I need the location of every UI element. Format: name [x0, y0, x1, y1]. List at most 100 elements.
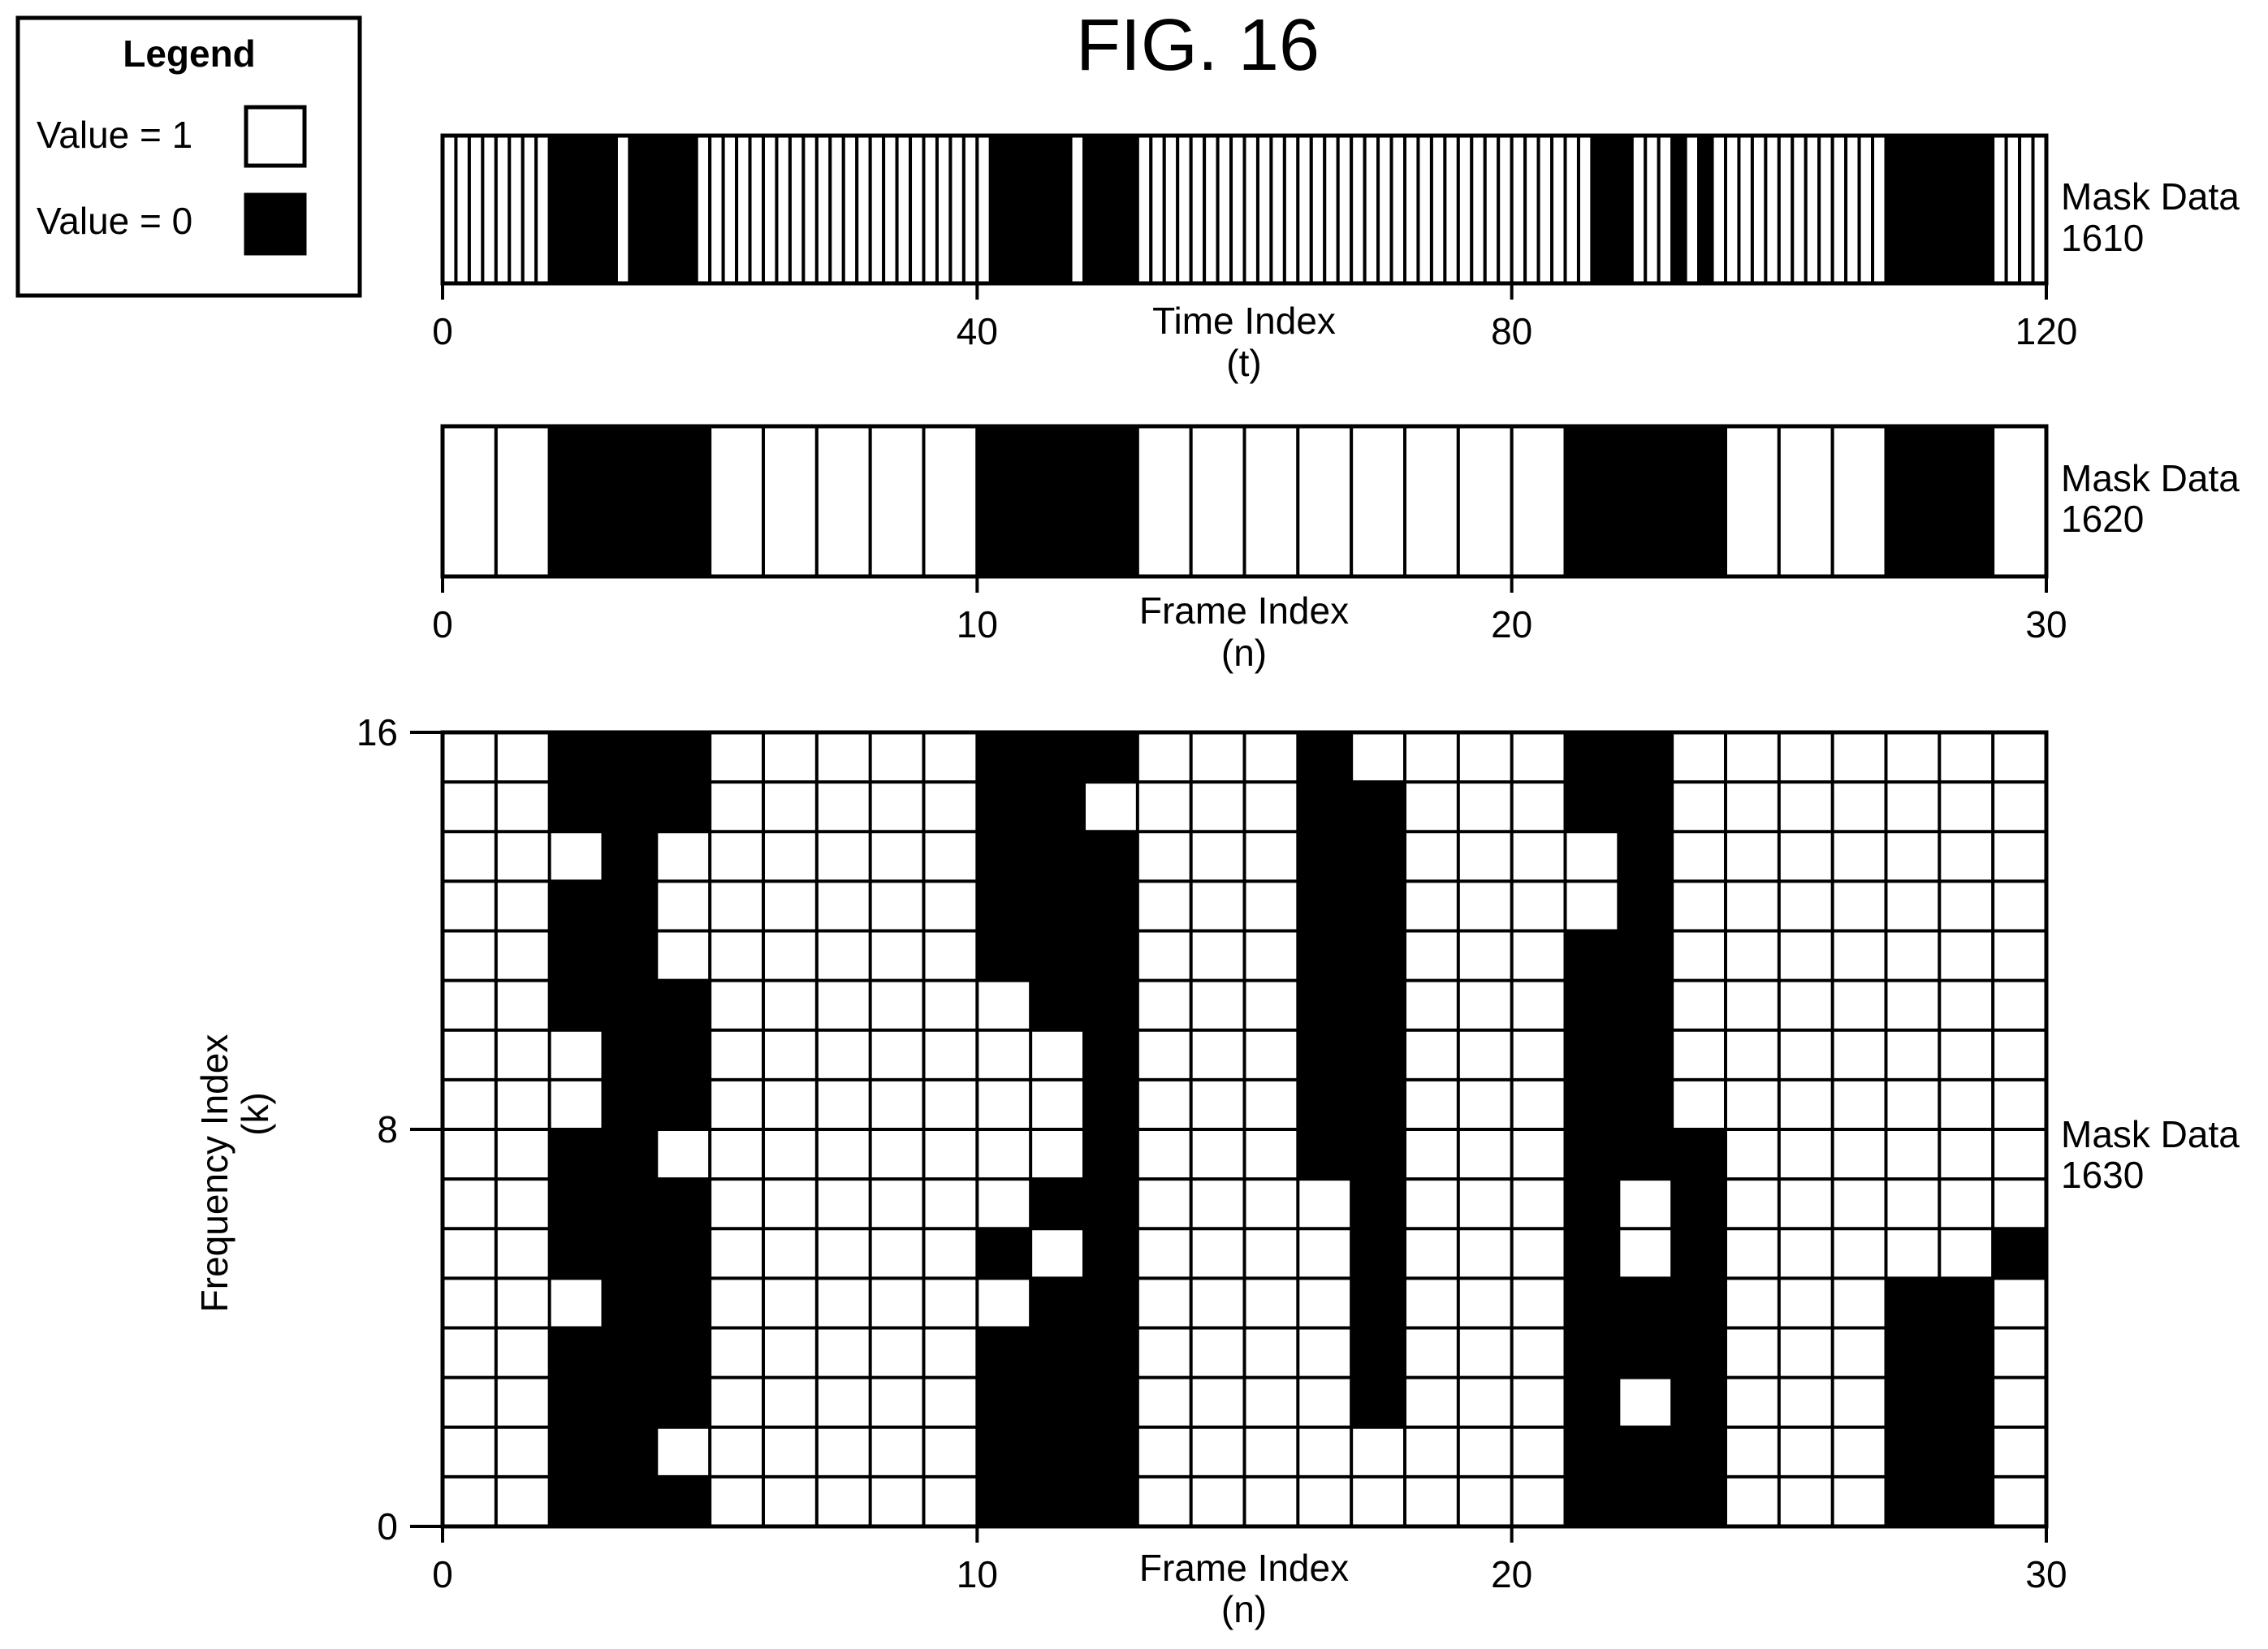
mask-1630-cell: [1512, 1477, 1566, 1526]
mask-1630-cell: [1298, 782, 1351, 831]
mask-1630-cell: [1030, 1378, 1084, 1427]
mask-1630-cell: [1084, 981, 1138, 1030]
mask-1630-cell: [1672, 1278, 1726, 1327]
mask-1610-cell: [1819, 136, 1832, 283]
mask-1630-cell: [1191, 881, 1245, 930]
figure-title: FIG. 16: [1076, 5, 1320, 86]
mask-1630-cell: [924, 1278, 978, 1327]
mask-1610-cell: [1939, 136, 1952, 283]
mask-1610-cell: [1311, 136, 1324, 283]
mask-1630-cell: [763, 1427, 817, 1477]
mask-1630-cell: [1833, 981, 1886, 1030]
mask-1610-cell: [1966, 136, 1979, 283]
mask-1630-cell: [656, 831, 710, 881]
mask-1630-cell: [1030, 1080, 1084, 1129]
mask-1610-cell: [910, 136, 923, 283]
mask-1610-cells: [443, 136, 2046, 283]
mask-1630-cell: [1618, 1427, 1672, 1477]
mask-1630-cell: [1993, 981, 2046, 1030]
mask-1630-cell: [1939, 1378, 1993, 1427]
mask-1630-cell: [763, 732, 817, 782]
mask-1630-cell: [1993, 1228, 2046, 1278]
mask-1630-label: Mask Data: [2061, 1113, 2240, 1155]
mask-1630-cell: [656, 1179, 710, 1228]
mask-1610-cell: [1432, 136, 1445, 283]
mask-1630-cell: [1672, 981, 1726, 1030]
mask-1630-cell: [1084, 1477, 1138, 1526]
mask-1630-cell: [656, 931, 710, 981]
mask-1620-cell: [1084, 426, 1138, 576]
mask-1620-cell: [443, 426, 496, 576]
mask-1630-cell: [656, 981, 710, 1030]
mask-1630-cell: [1458, 981, 1512, 1030]
mask-1630-cell: [1833, 1228, 1886, 1278]
mask-1610-label: Mask Data: [2061, 175, 2240, 218]
mask-1630-cell: [1726, 732, 1779, 782]
mask-1610-cell: [1405, 136, 1418, 283]
mask-1630-cell: [1030, 1477, 1084, 1526]
panel-mask-data-1630: 0102030 1680 Frame Index (n) Frequency I…: [193, 711, 2240, 1630]
mask-1610-cell: [616, 136, 629, 283]
mask-1630-cell: [1618, 1179, 1672, 1228]
mask-1630-cell: [443, 732, 496, 782]
mask-1630-cell: [1512, 1278, 1566, 1327]
mask-1630-cell: [1138, 1030, 1191, 1080]
mask-1630-cell: [1298, 1278, 1351, 1327]
mask-1630-cell: [1351, 981, 1405, 1030]
mask-1630-cell: [1458, 831, 1512, 881]
mask-1610-cell: [1097, 136, 1110, 283]
mask-1630-cell: [1351, 881, 1405, 930]
mask-1610-cell: [1659, 136, 1672, 283]
mask-1630-cell: [1779, 881, 1833, 930]
mask-1610-cell: [1138, 136, 1151, 283]
mask-1630-cell: [870, 1378, 924, 1427]
mask-1630-cell: [763, 1328, 817, 1378]
mask-1630-cell: [1245, 1378, 1298, 1427]
mask-1630-cell: [710, 732, 763, 782]
mask-1610-cell: [1566, 136, 1579, 283]
mask-1630-cell: [443, 1129, 496, 1179]
mask-1630-cell: [1298, 981, 1351, 1030]
mask-1610-cell: [1739, 136, 1752, 283]
mask-1610-cell: [1873, 136, 1886, 283]
mask-1630-cell: [710, 1179, 763, 1228]
mask-1630-cell: [603, 1179, 657, 1228]
mask-1630-cell: [924, 732, 978, 782]
mask-1630-cell: [1351, 1427, 1405, 1477]
mask-1630-cell: [1779, 931, 1833, 981]
mask-1610-cell: [523, 136, 536, 283]
mask-1630-cell: [870, 782, 924, 831]
mask-1630-cell: [817, 1378, 870, 1427]
mask-1630-cell: [1566, 831, 1619, 881]
mask-1630-cell: [1779, 732, 1833, 782]
mask-1610-xlabel: Time Index: [1152, 300, 1336, 342]
mask-1620-number: 1620: [2061, 498, 2144, 540]
mask-1630-cell: [763, 981, 817, 1030]
mask-1630-cell: [603, 1228, 657, 1278]
mask-1630-cell: [1138, 1129, 1191, 1179]
mask-1630-cell: [1405, 1328, 1458, 1378]
mask-1630-cell: [1566, 1179, 1619, 1228]
mask-1620-cell: [1779, 426, 1833, 576]
mask-1630-cell: [603, 881, 657, 930]
mask-1610-cell: [1258, 136, 1271, 283]
mask-1630-cell: [817, 1080, 870, 1129]
mask-1630-cell: [1672, 881, 1726, 930]
mask-1630-cell: [1512, 732, 1566, 782]
mask-1630-cell: [496, 1278, 550, 1327]
mask-1630-cell: [1245, 782, 1298, 831]
mask-1630-cell: [1779, 1030, 1833, 1080]
mask-1630-cell: [1993, 1278, 2046, 1327]
mask-1630-cell: [603, 1378, 657, 1427]
mask-1620-cell: [1618, 426, 1672, 576]
mask-1630-cell: [977, 1278, 1030, 1327]
mask-1630-cell: [496, 1427, 550, 1477]
mask-1610-cell: [724, 136, 737, 283]
mask-1630-cell: [924, 1129, 978, 1179]
mask-1630-cell: [870, 831, 924, 881]
mask-1630-cell: [1512, 1030, 1566, 1080]
mask-1620-cell: [1672, 426, 1726, 576]
mask-1630-cell: [1030, 1228, 1084, 1278]
mask-1630-cell: [1405, 931, 1458, 981]
mask-1630-cell: [1886, 1477, 1940, 1526]
